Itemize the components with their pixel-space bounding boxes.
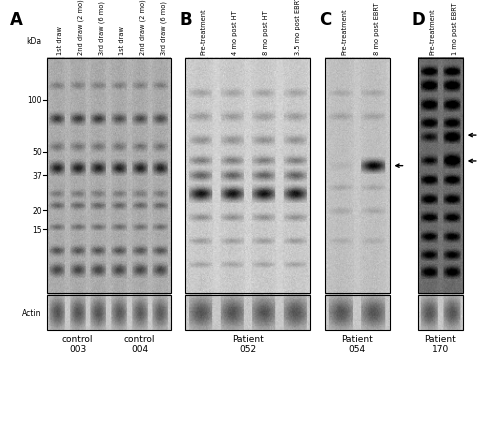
Text: 15: 15 [32,225,42,234]
Text: 37: 37 [32,171,42,180]
Text: 8 mo post HT: 8 mo post HT [263,10,269,55]
Text: Actin: Actin [22,308,42,317]
Text: 2nd draw (2 mo): 2nd draw (2 mo) [140,0,146,55]
Bar [47,295,170,330]
Bar [185,59,310,293]
Text: B: B [180,11,192,29]
Text: 20: 20 [32,206,42,215]
Bar [418,295,463,330]
Text: 1st draw: 1st draw [57,26,63,55]
Text: D: D [412,11,425,29]
Text: 2nd draw (2 mo): 2nd draw (2 mo) [78,0,84,55]
Text: 50: 50 [32,148,42,157]
Text: 100: 100 [28,96,42,105]
Text: 1st draw: 1st draw [119,26,125,55]
Text: Pre-treatment: Pre-treatment [429,9,435,55]
Text: 1 mo post EBRT: 1 mo post EBRT [452,3,458,55]
Text: 3rd draw (6 mo): 3rd draw (6 mo) [98,1,105,55]
Bar [325,59,390,293]
Text: 8 mo post EBRT: 8 mo post EBRT [374,3,380,55]
Bar [325,295,390,330]
Text: Pre-treatment: Pre-treatment [200,9,206,55]
Text: 3rd draw (6 mo): 3rd draw (6 mo) [160,1,166,55]
Bar [418,59,463,293]
Text: 4 mo post HT: 4 mo post HT [232,10,238,55]
Text: 3.5 mo post EBRT: 3.5 mo post EBRT [294,0,300,55]
Text: Patient
052: Patient 052 [232,334,264,354]
Text: control
003: control 003 [62,334,94,354]
Text: kDa: kDa [26,36,42,46]
Bar [47,59,170,293]
Bar [185,295,310,330]
Text: A: A [10,11,22,29]
Text: Pre-treatment: Pre-treatment [341,9,347,55]
Text: Patient
170: Patient 170 [424,334,456,354]
Text: control
004: control 004 [124,334,156,354]
Text: C: C [319,11,331,29]
Text: Patient
054: Patient 054 [342,334,374,354]
